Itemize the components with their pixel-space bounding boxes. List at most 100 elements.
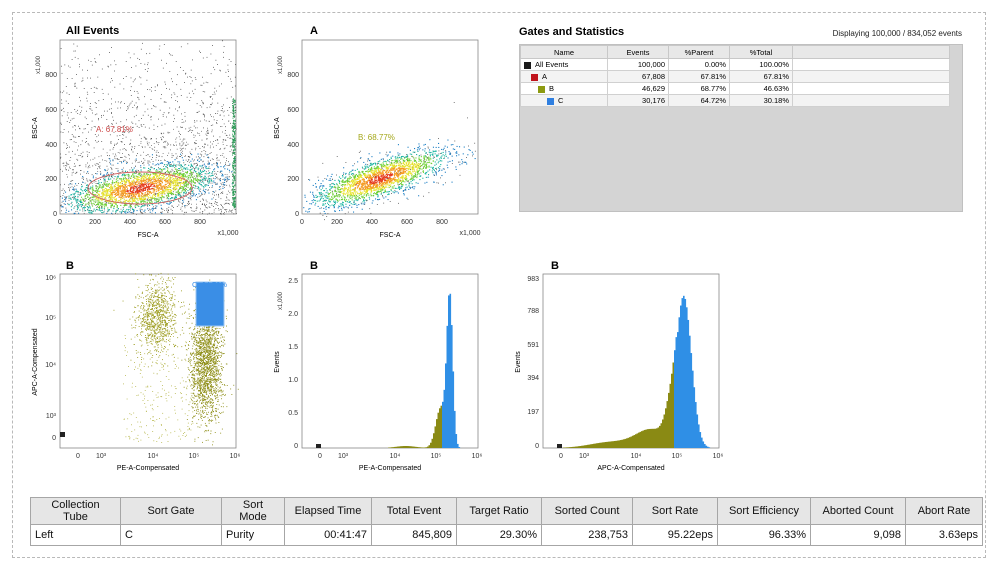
abort-rate-value: 3.63eps (905, 524, 983, 546)
column-header[interactable]: Events (607, 45, 669, 59)
column-header[interactable]: Sorted Count (541, 497, 633, 525)
apc-histogram-plot[interactable]: 0 197 394 591 788 983 0 10³ 10⁴ 10⁵ 10⁶ … (511, 272, 726, 477)
y-multiplier: x1,000 (278, 291, 284, 310)
gate-b-data-points (113, 272, 239, 446)
plot-title-b-apc-hist: B (551, 260, 559, 272)
gate-events: 46,629 (607, 82, 669, 95)
column-header[interactable]: Sort Rate (632, 497, 718, 525)
gate-a-scatter-plot[interactable]: B: 68.77% 0 200 400 600 800 x1,000 0 200… (270, 38, 485, 248)
x-axis-label: FSC-A (138, 232, 159, 239)
pe-histogram-bars (388, 293, 461, 448)
plot-title-all-events: All Events (66, 25, 120, 37)
y-tick: 591 (527, 342, 539, 349)
gate-row-b[interactable]: B 46,629 68.77% 46.63% (520, 82, 950, 95)
gate-parent-pct: 0.00% (668, 58, 730, 71)
x-axis-label: APC-A-Compensated (597, 465, 664, 472)
x-axis-label: PE-A-Compensated (117, 465, 179, 472)
x-tick: 10⁴ (390, 453, 401, 460)
x-tick: 0 (318, 453, 322, 460)
x-tick: 10⁵ (672, 453, 683, 460)
x-axis-label: PE-A-Compensated (359, 465, 421, 472)
gate-c-label: C: 64.72% (192, 280, 227, 289)
y-tick: 400 (45, 142, 57, 149)
y-axis-label: BSC-A (32, 117, 39, 139)
column-header[interactable]: Sort Efficiency (717, 497, 811, 525)
gate-name: All Events (535, 60, 569, 69)
report-frame (12, 12, 986, 558)
y-tick: 800 (45, 72, 57, 79)
gate-a-outline (87, 171, 193, 205)
gate-name: A (542, 72, 548, 81)
all-events-scatter-plot[interactable]: A: 67.81% 0 200 400 600 800 x1,000 0 200… (28, 38, 243, 248)
x-tick: 600 (401, 219, 413, 226)
y-tick: 0 (295, 211, 299, 218)
plot-title-a: A (310, 25, 318, 37)
total-event-value: 845,809 (371, 524, 457, 546)
x-tick: 400 (124, 219, 136, 226)
x-tick: 0 (300, 219, 304, 226)
y-multiplier: x1,000 (278, 55, 284, 74)
axis-origin-marker (557, 444, 562, 448)
gate-color-swatch (531, 73, 538, 81)
column-header[interactable]: Abort Rate (905, 497, 983, 525)
y-tick: 600 (45, 107, 57, 114)
gates-header-row: Name Events %Parent %Total (520, 45, 950, 59)
gate-row-all-events[interactable]: All Events 100,000 0.00% 100.00% (520, 58, 950, 71)
gate-parent-pct: 64.72% (668, 94, 730, 107)
x-tick: 10⁶ (713, 453, 724, 460)
column-header[interactable]: Sort Gate (120, 497, 222, 525)
y-tick: 0.5 (288, 410, 298, 417)
gate-parent-pct: 67.81% (668, 70, 730, 83)
x-tick: 10³ (338, 453, 349, 460)
x-tick: 400 (366, 219, 378, 226)
x-tick: 10⁴ (148, 453, 159, 460)
column-header[interactable]: Aborted Count (810, 497, 906, 525)
gate-name: C (558, 96, 564, 105)
y-tick: 394 (527, 375, 539, 382)
column-header[interactable]: Total Event (371, 497, 457, 525)
gate-parent-pct: 68.77% (668, 82, 730, 95)
sort-rate-value: 95.22eps (632, 524, 718, 546)
column-header[interactable]: %Parent (668, 45, 730, 59)
sort-header-row: Collection Tube Sort Gate Sort Mode Elap… (30, 497, 983, 525)
gate-a-label: A: 67.81% (96, 125, 133, 134)
y-tick: 600 (287, 107, 299, 114)
gate-name: B (549, 84, 555, 93)
column-header[interactable]: Collection Tube (30, 497, 121, 525)
gate-total-pct: 30.18% (729, 94, 793, 107)
plot-title-b-pe-hist: B (310, 260, 318, 272)
y-tick: 10⁶ (45, 275, 56, 282)
column-header[interactable]: Target Ratio (456, 497, 542, 525)
displaying-events-count: Displaying 100,000 / 834,052 events (832, 29, 962, 38)
elapsed-time-value: 00:41:47 (284, 524, 372, 546)
y-axis-label: BSC-A (274, 117, 281, 139)
column-header[interactable]: Sort Mode (221, 497, 285, 525)
x-tick: 800 (194, 219, 206, 226)
gate-row-a[interactable]: A 67,808 67.81% 67.81% (520, 70, 950, 83)
gate-row-c[interactable]: C 30,176 64.72% 30.18% (520, 94, 950, 107)
column-header[interactable]: Name (520, 45, 608, 59)
column-header-empty (792, 45, 950, 59)
y-tick: 1.5 (288, 344, 298, 351)
pe-histogram-plot[interactable]: 0 0.5 1.0 1.5 2.0 2.5 x1,000 0 10³ 10⁴ 1… (270, 272, 485, 477)
gates-statistics-title: Gates and Statistics (519, 26, 625, 38)
y-axis-label: Events (515, 351, 522, 373)
y-tick: 983 (527, 276, 539, 283)
plot-area (301, 39, 479, 215)
x-tick: 10⁵ (431, 453, 442, 460)
sort-results-table: Collection Tube Sort Gate Sort Mode Elap… (30, 497, 983, 546)
axis-origin-marker (60, 432, 65, 437)
gate-total-pct: 67.81% (729, 70, 793, 83)
y-multiplier: x1,000 (36, 55, 42, 74)
column-header[interactable]: %Total (729, 45, 793, 59)
x-tick: 0 (559, 453, 563, 460)
gate-color-swatch (547, 97, 554, 105)
plot-title-b-scatter: B (66, 260, 74, 272)
gate-b-scatter-plot[interactable]: C: 64.72% 0 10³ 10⁴ 10⁵ 10⁶ 0 10³ 10⁴ 10… (28, 272, 243, 477)
x-axis-label: FSC-A (380, 232, 401, 239)
y-tick: 2.5 (288, 278, 298, 285)
y-axis-label: Events (274, 351, 281, 373)
column-header[interactable]: Elapsed Time (284, 497, 372, 525)
gate-events: 30,176 (607, 94, 669, 107)
sort-efficiency-value: 96.33% (717, 524, 811, 546)
